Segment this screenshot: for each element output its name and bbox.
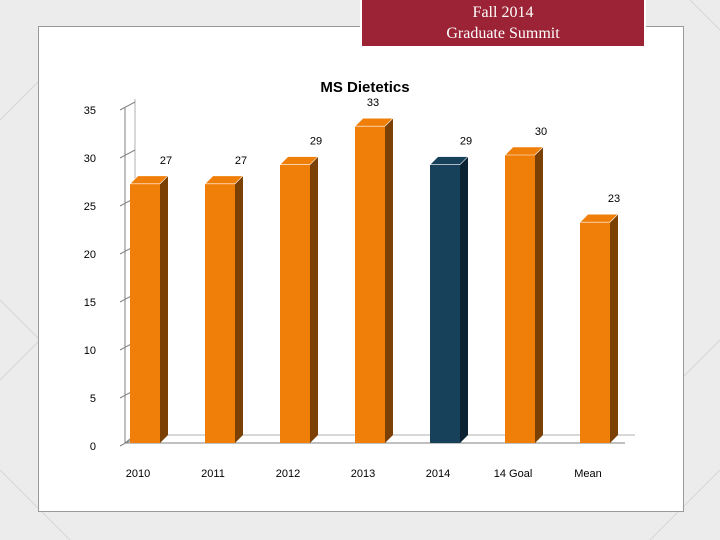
- bar-top: [279, 156, 319, 165]
- bar: [204, 175, 244, 444]
- y-tick-label: 20: [84, 249, 96, 261]
- bar-front: [130, 183, 160, 444]
- x-tick-label: 2012: [276, 468, 300, 480]
- labels: 27 2010 27 2011 29 2012 33 2013 29 2014 30 14 Goal 2…: [126, 97, 620, 480]
- x-tick-label: 2013: [351, 468, 375, 480]
- y-tick-label: 10: [84, 345, 96, 357]
- bar-front: [355, 126, 385, 443]
- x-tick-label: 2010: [126, 468, 150, 480]
- bars: [129, 117, 619, 444]
- data-label: 27: [160, 155, 172, 167]
- bar-front: [280, 164, 310, 443]
- y-tick-label: 15: [84, 297, 96, 309]
- y-tick-label: 5: [90, 393, 96, 405]
- bar: [429, 156, 469, 443]
- bar: [129, 175, 169, 444]
- banner-line-1: Fall 2014: [472, 4, 534, 21]
- bar: [279, 156, 319, 443]
- bar-side: [535, 147, 543, 443]
- chart-title: MS Dietetics: [320, 79, 409, 96]
- bar-side: [235, 175, 243, 444]
- y-tick-mark: [119, 149, 136, 159]
- bar-front: [580, 222, 610, 443]
- y-tick-label: 30: [84, 153, 96, 165]
- x-tick-label: 2014: [426, 468, 450, 480]
- x-tick-label: Mean: [574, 468, 602, 480]
- y-tick-label: 25: [84, 201, 96, 213]
- bar-front: [430, 164, 460, 443]
- y-tick-mark: [119, 101, 136, 111]
- bar-top: [204, 175, 244, 185]
- bar-top: [504, 146, 544, 156]
- data-label: 33: [367, 97, 379, 109]
- bar-top: [429, 156, 469, 165]
- bar-side: [160, 175, 168, 444]
- event-banner: Fall 2014 Graduate Summit: [360, 0, 646, 48]
- bar-top: [579, 213, 619, 223]
- banner-line-2: Graduate Summit: [446, 25, 560, 42]
- data-label: 29: [460, 136, 472, 148]
- x-tick-label: 2011: [201, 468, 225, 480]
- x-tick-label: 14 Goal: [494, 468, 533, 480]
- bar-side: [310, 156, 318, 443]
- bar-side: [385, 118, 393, 443]
- bar-side: [460, 156, 468, 443]
- bar-top: [129, 175, 169, 185]
- data-label: 29: [310, 136, 322, 148]
- y-tick-label: 0: [90, 441, 96, 453]
- data-label: 27: [235, 155, 247, 167]
- data-label: 23: [608, 193, 620, 205]
- data-label: 30: [535, 126, 547, 138]
- bar-front: [205, 183, 235, 444]
- bar-side: [610, 214, 618, 443]
- y-tick-label: 35: [84, 105, 96, 117]
- bar: [354, 117, 394, 443]
- bar-top: [354, 117, 394, 127]
- bar: [579, 213, 619, 443]
- bar: [504, 146, 544, 443]
- bar-front: [505, 155, 535, 443]
